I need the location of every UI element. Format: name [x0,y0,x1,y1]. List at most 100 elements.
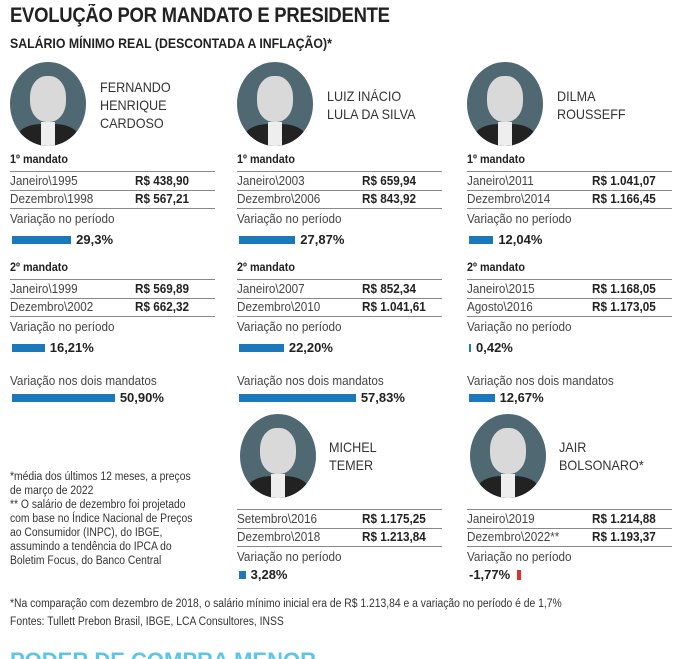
period-variation-value: 12,04% [498,232,543,247]
row-value: R$ 1.166,45 [592,191,656,206]
period-variation-label: Variação no período [467,549,572,564]
president-name: JAIR [559,439,587,455]
row-date: Dezembro\2010 [237,299,321,314]
infographic-title: EVOLUÇÃO POR MANDATO E PRESIDENTE [10,4,390,27]
row-value: R$ 852,34 [362,281,416,296]
period-variation-bar [12,344,45,352]
table-row: Janeiro\2019 R$ 1.214,88 [467,509,672,529]
row-date: Janeiro\2011 [467,173,534,188]
row-date: Dezembro\1998 [10,191,94,206]
table-row: Agosto\2016 R$ 1.173,05 [467,298,672,317]
period-variation-label: Variação no período [10,211,115,226]
row-value: R$ 662,32 [135,299,189,314]
president-name: HENRIQUE [100,97,167,113]
next-section-heading: PODER DE COMPRA MENOR [10,648,316,659]
period-variation-bar [517,570,521,580]
period-variation-value: 16,21% [49,340,94,355]
period-variation-value: 3,28% [250,567,288,582]
term-heading: 1º mandato [467,152,525,166]
president-name: TEMER [329,457,374,473]
president-name: BOLSONARO* [559,457,644,473]
table-row: Dezembro\2006 R$ 843,92 [237,190,442,209]
president-photo [240,414,316,498]
row-value: R$ 1.041,07 [592,173,656,188]
both-terms-label: Variação nos dois mandatos [467,373,614,388]
row-value: R$ 1.193,37 [592,529,656,544]
period-variation-value: 22,20% [288,340,333,355]
period-variation-label: Variação no período [237,549,342,564]
row-date: Dezembro\2002 [10,299,94,314]
row-date: Dezembro\2022** [467,529,560,544]
president-name: LUIZ INÁCIO [327,88,402,104]
row-value: R$ 843,92 [362,191,416,206]
row-value: R$ 1.214,88 [592,511,656,526]
period-variation-value: -1,77% [469,567,511,582]
both-terms-variation-value: 12,67% [499,390,544,405]
row-value: R$ 438,90 [135,173,189,188]
infographic-subtitle: SALÁRIO MÍNIMO REAL (DESCONTADA A INFLAÇ… [10,35,332,51]
both-terms-variation-value: 57,83% [360,390,405,405]
president-photo [237,62,313,146]
president-name: LULA DA SILVA [327,106,416,122]
period-variation-bar [239,571,246,579]
row-date: Janeiro\2007 [237,281,305,296]
period-variation-label: Variação no período [10,319,115,334]
row-value: R$ 569,89 [135,281,189,296]
term-heading: 1º mandato [237,152,295,166]
both-terms-variation-bar [239,394,356,402]
period-variation-bar [469,344,471,352]
period-variation-bar [12,236,72,244]
period-variation-label: Variação no período [467,211,572,226]
both-terms-label: Variação nos dois mandatos [237,373,384,388]
row-date: Janeiro\1995 [10,173,78,188]
president-photo [467,62,543,146]
footnote: *Na comparação com dezembro de 2018, o s… [10,598,562,610]
row-date: Janeiro\2015 [467,281,535,296]
period-variation-label: Variação no período [237,319,342,334]
note-projection: ** O salário de dezembro foi projetado c… [10,499,193,567]
period-variation-bar [469,236,494,244]
row-value: R$ 1.175,25 [362,511,426,526]
period-variation-value: 27,87% [300,232,345,247]
row-value: R$ 1.173,05 [592,299,656,314]
note-average: *média dos últimos 12 meses, a preços de… [10,471,191,497]
row-value: R$ 1.041,61 [362,299,426,314]
table-row: Janeiro\2015 R$ 1.168,05 [467,279,672,299]
row-date: Dezembro\2014 [467,191,551,206]
table-row: Janeiro\2003 R$ 659,94 [237,171,442,191]
table-row: Setembro\2016 R$ 1.175,25 [237,509,442,529]
table-row: Janeiro\1995 R$ 438,90 [10,171,215,191]
both-terms-variation-bar [12,394,115,402]
row-date: Janeiro\1999 [10,281,78,296]
president-name: DILMA [557,88,596,104]
period-variation-value: 29,3% [76,232,114,247]
period-variation-bar [239,344,284,352]
president-name: FERNANDO [100,79,171,95]
row-date: Janeiro\2003 [237,173,305,188]
row-value: R$ 1.168,05 [592,281,656,296]
row-date: Janeiro\2019 [467,511,535,526]
row-value: R$ 659,94 [362,173,416,188]
table-row: Janeiro\2007 R$ 852,34 [237,279,442,299]
table-row: Dezembro\2022** R$ 1.193,37 [467,528,672,547]
table-row: Janeiro\1999 R$ 569,89 [10,279,215,299]
row-date: Setembro\2016 [237,511,318,526]
president-photo [470,414,546,498]
table-row: Dezembro\1998 R$ 567,21 [10,190,215,209]
period-variation-bar [239,236,296,244]
row-date: Dezembro\2018 [237,529,321,544]
period-variation-label: Variação no período [237,211,342,226]
sources: Fontes: Tullett Prebon Brasil, IBGE, LCA… [10,616,284,628]
both-terms-variation-bar [469,394,495,402]
table-row: Dezembro\2010 R$ 1.041,61 [237,298,442,317]
table-row: Dezembro\2014 R$ 1.166,45 [467,190,672,209]
period-variation-label: Variação no período [467,319,572,334]
table-row: Janeiro\2011 R$ 1.041,07 [467,171,672,191]
period-variation-value: 0,42% [476,340,513,355]
term-heading: 1º mandato [10,152,68,166]
term-heading: 2º mandato [237,260,295,274]
term-heading: 2º mandato [10,260,68,274]
president-photo [10,62,86,146]
both-terms-label: Variação nos dois mandatos [10,373,157,388]
table-row: Dezembro\2002 R$ 662,32 [10,298,215,317]
